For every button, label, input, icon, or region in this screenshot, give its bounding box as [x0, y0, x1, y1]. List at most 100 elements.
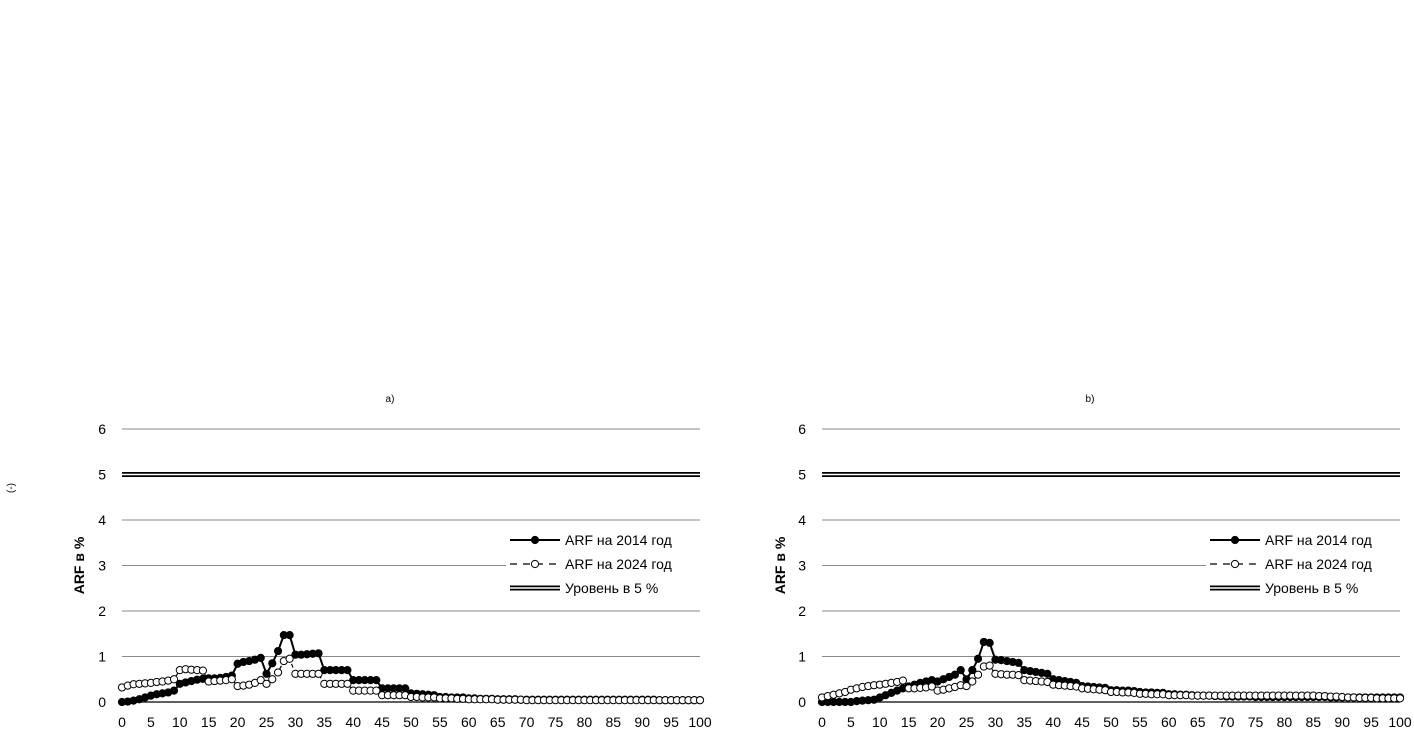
y-tick-label: 1 [798, 649, 806, 665]
legend-label: Уровень в 5 % [565, 580, 658, 596]
x-tick-label: 60 [461, 714, 477, 730]
legend-bg [506, 554, 706, 574]
legend: ARF на 2014 год ARF на 2024 год Уровень в … [1206, 530, 1406, 598]
x-tick-label: 10 [872, 714, 888, 730]
data-point-2024 [256, 676, 265, 685]
y-axis-label: ARF в % [772, 536, 788, 594]
y-tick-label: 1 [98, 649, 106, 665]
data-point-2014 [973, 654, 983, 663]
x-tick-label: 80 [1277, 714, 1293, 730]
x-tick-label: 40 [345, 714, 361, 730]
legend-bg [506, 578, 706, 598]
data-point-2024 [314, 669, 323, 678]
y-tick-label: 0 [798, 694, 806, 710]
x-tick-label: 45 [374, 714, 390, 730]
x-tick-label: 70 [1219, 714, 1235, 730]
x-tick-label: 85 [606, 714, 622, 730]
y-tick-label: 2 [798, 603, 806, 619]
x-tick-label: 0 [118, 714, 126, 730]
y-tick-label: 3 [798, 558, 806, 574]
x-tick-label: 90 [1334, 714, 1350, 730]
y-tick-label: 2 [98, 603, 106, 619]
data-point-2024 [343, 679, 352, 688]
y-tick-label: 5 [798, 467, 806, 483]
x-tick-label: 25 [259, 714, 275, 730]
x-tick-label: 50 [403, 714, 419, 730]
legend-marker-2014 [530, 535, 540, 545]
data-point-2024 [1395, 694, 1405, 703]
x-tick-label: 30 [988, 714, 1004, 730]
x-tick-label: 85 [1306, 714, 1322, 730]
side-mark: (-) [6, 483, 17, 493]
x-tick-label: 55 [432, 714, 448, 730]
data-point-2024 [227, 675, 236, 684]
x-tick-label: 0 [818, 714, 826, 730]
x-tick-label: 40 [1045, 714, 1061, 730]
data-point-2014 [169, 686, 179, 695]
y-tick-label: 6 [98, 421, 106, 437]
x-tick-label: 65 [1190, 714, 1206, 730]
legend-marker-2014 [1230, 535, 1240, 545]
data-point-2014 [985, 638, 994, 647]
x-tick-label: 5 [847, 714, 855, 730]
x-tick-label: 20 [930, 714, 946, 730]
data-point-2024 [927, 682, 936, 691]
data-point-2014 [268, 659, 277, 668]
data-point-2024 [898, 676, 908, 685]
legend-bg [1206, 530, 1406, 550]
x-tick-label: 15 [901, 714, 917, 730]
x-tick-label: 45 [1074, 714, 1090, 730]
y-tick-label: 3 [98, 558, 106, 574]
legend-marker-2024 [530, 559, 540, 569]
data-point-2014 [372, 676, 381, 685]
x-tick-label: 80 [577, 714, 593, 730]
data-point-2014 [256, 653, 265, 662]
x-tick-label: 95 [1363, 714, 1379, 730]
x-tick-label: 35 [1017, 714, 1033, 730]
data-point-2014 [285, 631, 294, 640]
data-point-2014 [968, 666, 977, 675]
x-tick-label: 20 [230, 714, 246, 730]
legend-label: ARF на 2024 год [565, 556, 672, 572]
data-point-2014 [262, 669, 271, 678]
data-point-2024 [1014, 671, 1023, 680]
legend-marker-2024 [1230, 559, 1240, 569]
data-point-2024 [985, 661, 994, 670]
x-tick-label: 10 [172, 714, 188, 730]
data-point-2014 [1014, 658, 1023, 667]
data-point-2024 [968, 677, 977, 686]
x-tick-label: 30 [288, 714, 304, 730]
data-point-2014 [1043, 669, 1052, 678]
x-tick-label: 50 [1103, 714, 1119, 730]
legend-bg [1206, 554, 1406, 574]
data-point-2014 [314, 649, 323, 658]
x-tick-label: 75 [548, 714, 564, 730]
data-point-2014 [343, 666, 352, 675]
x-tick-label: 95 [663, 714, 679, 730]
data-point-2024 [962, 681, 971, 691]
x-tick-label: 90 [634, 714, 650, 730]
data-point-2024 [695, 696, 705, 705]
data-point-2024 [262, 679, 271, 688]
panel-label: b) [1086, 394, 1095, 405]
legend-label: ARF на 2014 год [1265, 532, 1372, 548]
x-tick-label: 100 [688, 714, 712, 730]
x-tick-label: 100 [1388, 714, 1412, 730]
legend-bg [1206, 578, 1406, 598]
data-point-2024 [198, 666, 208, 675]
legend-label: ARF на 2014 год [565, 532, 672, 548]
data-point-2024 [169, 675, 179, 684]
data-point-2024 [285, 654, 294, 663]
x-tick-label: 55 [1132, 714, 1148, 730]
panel-label: a) [386, 394, 395, 405]
data-point-2024 [273, 668, 283, 677]
x-tick-label: 75 [1248, 714, 1264, 730]
data-point-2024 [372, 686, 381, 695]
y-tick-label: 6 [798, 421, 806, 437]
x-tick-label: 5 [147, 714, 155, 730]
y-axis-label: ARF в % [71, 536, 87, 594]
data-point-2014 [956, 666, 965, 675]
